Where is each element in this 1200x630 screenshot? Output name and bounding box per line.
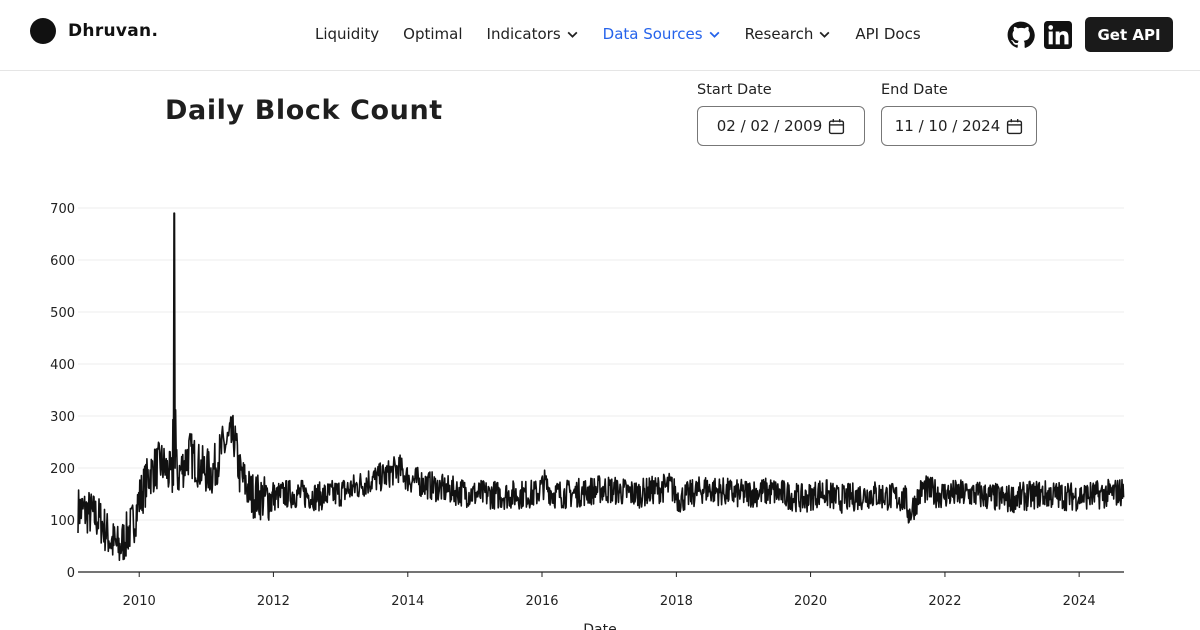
x-tick-label: 2010 — [123, 594, 156, 609]
x-axis: 2010 2012 2014 2016 2018 2020 2022 2024 — [123, 572, 1096, 609]
nav-item-label: Data Sources — [602, 25, 703, 43]
x-tick-label: 2016 — [525, 594, 558, 609]
get-api-button[interactable]: Get API — [1085, 17, 1173, 52]
top-navbar: Dhruvan. Liquidity Optimal Indicators Da… — [0, 0, 1200, 71]
chart-series — [77, 212, 1125, 561]
end-date-input[interactable]: 11 / 10 / 2024 — [881, 106, 1037, 146]
nav-item-research[interactable]: Research — [745, 25, 832, 43]
x-tick-label: 2024 — [1063, 594, 1096, 609]
brand-logo[interactable]: Dhruvan. — [30, 18, 158, 44]
nav-item-optimal[interactable]: Optimal — [403, 25, 462, 43]
end-date-value: 11 / 10 / 2024 — [894, 117, 1001, 135]
y-tick-label: 0 — [67, 566, 75, 581]
start-date-value: 02 / 02 / 2009 — [716, 117, 823, 135]
x-tick-label: 2020 — [794, 594, 827, 609]
end-date-label: End Date — [881, 82, 948, 98]
main-menu: Liquidity Optimal Indicators Data Source… — [315, 25, 945, 43]
chart-grid — [78, 207, 1124, 573]
chevron-down-icon — [567, 31, 578, 38]
nav-item-label: Optimal — [403, 25, 463, 43]
nav-item-label: API Docs — [855, 25, 921, 43]
nav-item-api-docs[interactable]: API Docs — [855, 25, 920, 43]
calendar-icon[interactable] — [828, 118, 845, 135]
series-line — [77, 212, 1125, 561]
nav-item-data-sources[interactable]: Data Sources — [603, 25, 721, 43]
x-tick-label: 2012 — [257, 594, 290, 609]
nav-item-label: Indicators — [486, 25, 561, 43]
start-date-input[interactable]: 02 / 02 / 2009 — [697, 106, 865, 146]
nav-item-indicators[interactable]: Indicators — [487, 25, 579, 43]
linkedin-icon[interactable] — [1044, 21, 1072, 49]
x-tick-label: 2018 — [660, 594, 693, 609]
y-tick-label: 600 — [50, 254, 75, 269]
chevron-down-icon — [819, 31, 830, 38]
y-tick-label: 500 — [50, 306, 75, 321]
x-tick-label: 2014 — [391, 594, 424, 609]
brand-name: Dhruvan. — [68, 21, 159, 41]
y-tick-label: 200 — [50, 462, 75, 477]
y-tick-label: 700 — [50, 202, 75, 217]
y-axis: 0 100 200 300 400 500 600 700 — [50, 202, 75, 581]
y-tick-label: 300 — [50, 410, 75, 425]
y-tick-label: 100 — [50, 514, 75, 529]
start-date-label: Start Date — [697, 82, 772, 98]
nav-item-liquidity[interactable]: Liquidity — [315, 25, 379, 43]
nav-item-label: Research — [744, 25, 814, 43]
nav-item-label: Liquidity — [315, 25, 380, 43]
page-title: Daily Block Count — [165, 95, 443, 126]
chevron-down-icon — [709, 31, 720, 38]
x-axis-label: Date — [583, 622, 616, 630]
github-icon[interactable] — [1007, 21, 1035, 49]
calendar-icon[interactable] — [1006, 118, 1023, 135]
logo-circle-icon — [30, 18, 56, 44]
x-tick-label: 2022 — [928, 594, 961, 609]
y-tick-label: 400 — [50, 358, 75, 373]
